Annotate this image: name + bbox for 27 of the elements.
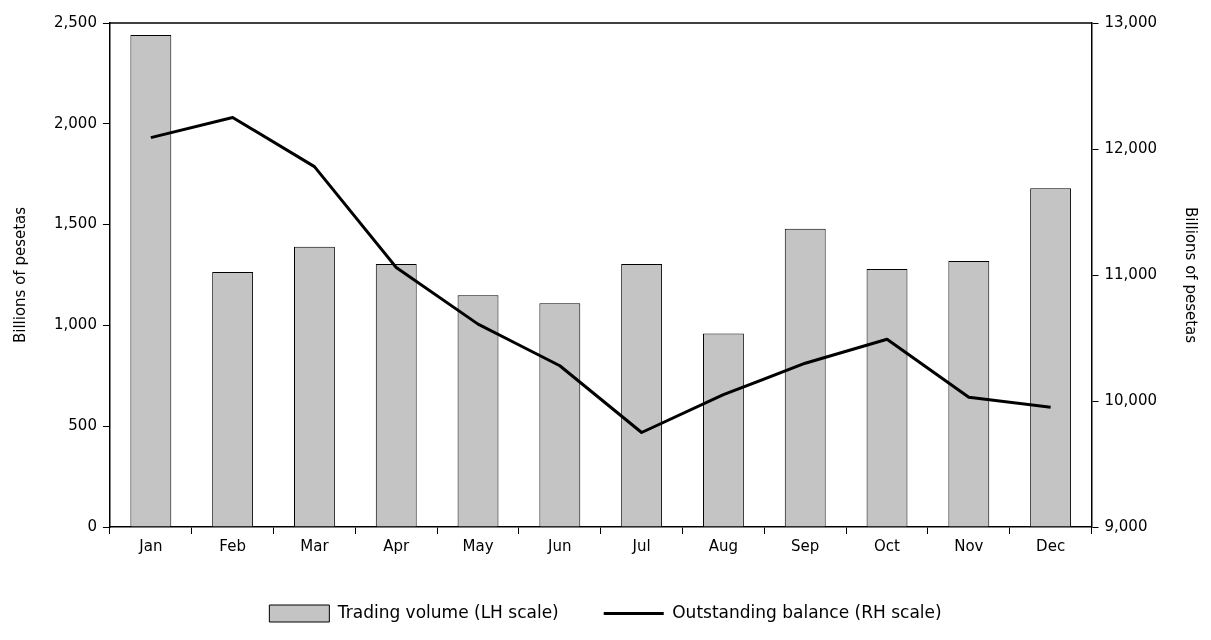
x-tick-label: Jun: [547, 536, 572, 555]
x-tick-label: Apr: [383, 536, 411, 555]
y-tick-label: 2,500: [53, 12, 97, 31]
legend-label: Outstanding balance (RH scale): [672, 601, 942, 622]
x-tick-label: Jan: [138, 536, 163, 555]
x-tick-label: Nov: [954, 536, 984, 555]
legend-label: Trading volume (LH scale): [336, 601, 559, 622]
x-tick-label: Mar: [300, 536, 330, 555]
x-tick-label: Aug: [708, 536, 739, 555]
y-tick-label: 1,000: [53, 315, 97, 334]
x-tick-label: Feb: [219, 536, 246, 555]
y-axis-title: Billions of pesetas: [10, 206, 29, 344]
y2-tick-label: 10,000: [1104, 390, 1158, 409]
y-tick-label: 500: [68, 416, 97, 435]
y2-tick-label: 9,000: [1104, 516, 1148, 535]
y-tick-label: 1,500: [53, 214, 97, 233]
x-tick-label: Jul: [631, 536, 651, 555]
x-tick-label: May: [462, 536, 494, 555]
y2-tick-label: 12,000: [1104, 138, 1158, 157]
y2-axis-title: Billions of pesetas: [1182, 206, 1201, 344]
x-tick-label: Sep: [791, 536, 820, 555]
y2-tick-label: 11,000: [1104, 264, 1158, 283]
y-tick-label: 0: [87, 516, 97, 535]
y-tick-label: 2,000: [53, 113, 97, 132]
y2-tick-label: 13,000: [1104, 12, 1158, 31]
x-tick-label: Oct: [874, 536, 901, 555]
x-tick-label: Dec: [1036, 536, 1066, 555]
